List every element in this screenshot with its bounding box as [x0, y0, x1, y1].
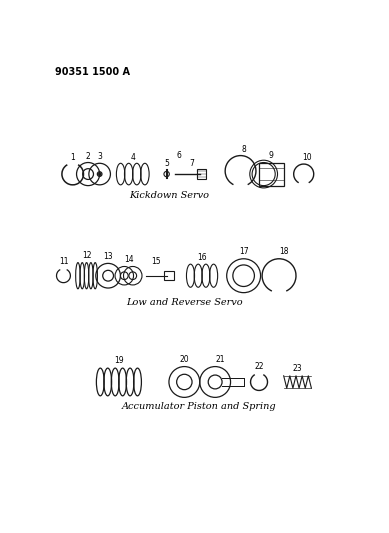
Text: 11: 11 [59, 257, 68, 266]
Text: 15: 15 [151, 257, 161, 265]
Text: 7: 7 [189, 159, 194, 168]
Text: 3: 3 [97, 152, 102, 161]
Text: 22: 22 [254, 362, 264, 371]
Text: 9: 9 [269, 151, 274, 160]
Text: 17: 17 [239, 247, 249, 256]
Text: 10: 10 [302, 153, 312, 161]
Bar [259, 163, 284, 185]
Text: 5: 5 [164, 159, 169, 168]
Text: 20: 20 [180, 356, 189, 364]
Text: 4: 4 [130, 153, 135, 161]
Text: 23: 23 [293, 364, 302, 373]
Text: 8: 8 [241, 145, 246, 154]
Text: 16: 16 [197, 253, 207, 262]
Text: 14: 14 [124, 255, 134, 264]
Circle shape [98, 173, 101, 175]
Bar [163, 271, 174, 280]
Text: 21: 21 [216, 356, 225, 364]
Bar [197, 168, 206, 180]
Text: Accumulator Piston and Spring: Accumulator Piston and Spring [122, 402, 276, 411]
Text: 18: 18 [280, 247, 289, 256]
Text: Kickdown Servo: Kickdown Servo [129, 191, 209, 200]
Text: 12: 12 [82, 252, 91, 260]
Text: 13: 13 [103, 252, 113, 261]
Text: 90351 1500 A: 90351 1500 A [55, 68, 130, 77]
Text: 2: 2 [86, 152, 91, 161]
Text: 1: 1 [70, 153, 75, 161]
Text: Low and Reverse Servo: Low and Reverse Servo [126, 298, 243, 307]
Text: 6: 6 [177, 151, 181, 160]
Text: 19: 19 [114, 356, 124, 365]
